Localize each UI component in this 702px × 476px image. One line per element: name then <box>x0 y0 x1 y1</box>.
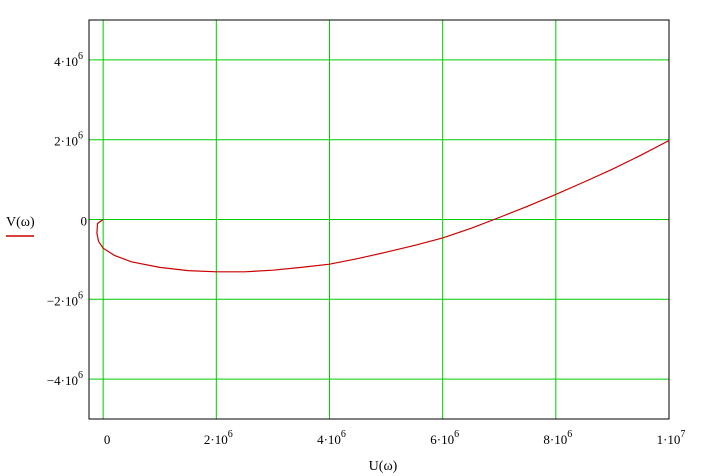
y-tick-label: 0 <box>81 214 88 229</box>
plot-frame <box>88 19 670 420</box>
x-tick-label: 4·106 <box>317 429 346 447</box>
x-tick-labels: 0 2·106 4·106 6·106 8·106 1·107 <box>104 429 686 447</box>
x-tick-label: 0 <box>104 432 111 447</box>
x-tick-label: 1·107 <box>657 429 686 447</box>
y-tick-label: 2·106 <box>54 131 83 149</box>
x-axis-label: U(ω) <box>369 459 398 474</box>
x-tick-label: 2·106 <box>204 429 233 447</box>
y-tick-labels: 4·106 2·106 0 −2·106 −4·106 <box>47 51 87 388</box>
grid-lines <box>89 20 670 419</box>
y-axis-label: V(ω) <box>6 215 35 230</box>
y-tick-label: −2·106 <box>47 290 83 308</box>
series-line-v-omega <box>96 139 670 273</box>
x-tick-label: 8·106 <box>543 429 572 447</box>
x-tick-label: 6·106 <box>430 429 459 447</box>
y-tick-label: −4·106 <box>47 370 83 388</box>
y-tick-label: 4·106 <box>54 51 83 69</box>
